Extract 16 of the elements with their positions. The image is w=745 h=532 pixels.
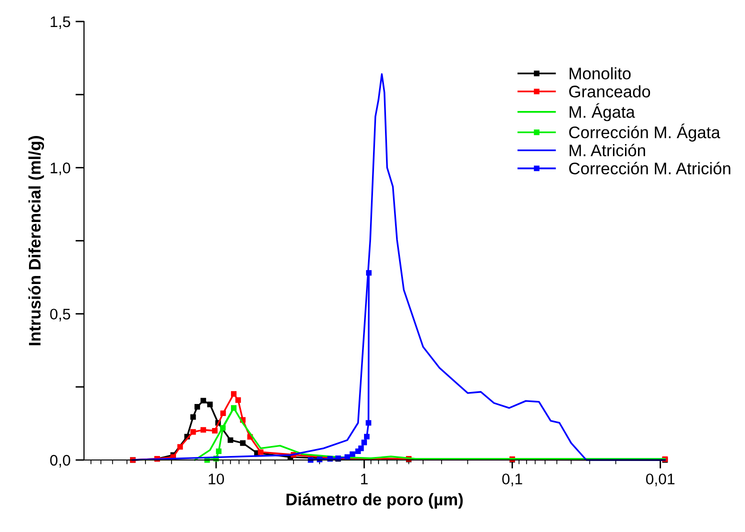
x-tick-label: 1 [361,474,368,484]
x-axis-title: Diámetro de poro (µm) [286,492,463,509]
legend-label: M. Atrición [570,144,646,156]
y-tick-label: 1,0 [50,162,70,176]
legend-label: M. Ágata [570,103,636,122]
y-tick-label: 1,5 [50,16,70,29]
legend-label: Granceado [569,85,650,98]
x-tick-label: 0,1 [502,474,522,486]
legend-label: Corrección M. Ágata [569,124,720,142]
x-tick-label: 0,01 [646,474,674,486]
legend-label: Monolito [570,67,631,80]
legend-label: Corrección M. Atrición [569,162,730,174]
y-axis-title: Intrusión Diferencial (ml/g) [28,136,44,346]
x-tick-label: 10 [208,474,224,484]
y-tick-label: 0,0 [50,454,70,468]
y-tick-label: 0,5 [50,308,70,322]
